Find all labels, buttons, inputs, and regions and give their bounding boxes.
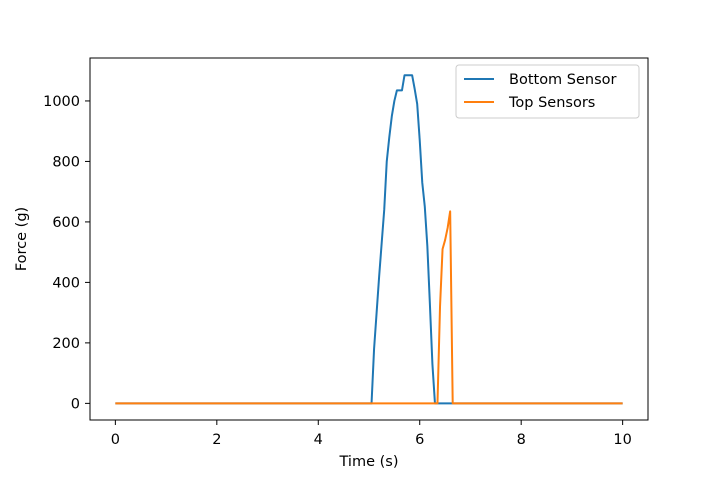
legend-box <box>455 64 640 119</box>
y-tick-label: 0 <box>71 396 80 412</box>
y-axis-label: Force (g) <box>14 207 30 271</box>
plot-area <box>89 57 649 421</box>
y-tick-label: 800 <box>52 154 80 170</box>
legend-label-1: Bottom Sensor <box>509 72 617 88</box>
series-line-1 <box>115 74 623 405</box>
x-axis-label: Time (s) <box>339 454 399 470</box>
x-tick-label: 6 <box>415 432 424 448</box>
x-tick-label: 0 <box>111 432 120 448</box>
legend-label-2: Top Sensors <box>508 95 595 111</box>
y-tick-label: 600 <box>52 215 80 231</box>
y-axis: 0 200 400 600 800 1000 <box>43 94 90 412</box>
y-tick-label: 200 <box>52 336 80 352</box>
legend: Bottom Sensor Top Sensors <box>455 64 640 119</box>
plot-frame <box>89 57 649 421</box>
x-tick-label: 2 <box>212 432 221 448</box>
x-tick-label: 10 <box>613 432 631 448</box>
y-tick-label: 400 <box>52 275 80 291</box>
x-axis: 0 2 4 6 8 10 <box>111 420 632 448</box>
y-tick-label: 1000 <box>43 94 80 110</box>
x-tick-label: 4 <box>314 432 323 448</box>
x-tick-label: 8 <box>517 432 526 448</box>
series-line-2 <box>115 210 623 405</box>
